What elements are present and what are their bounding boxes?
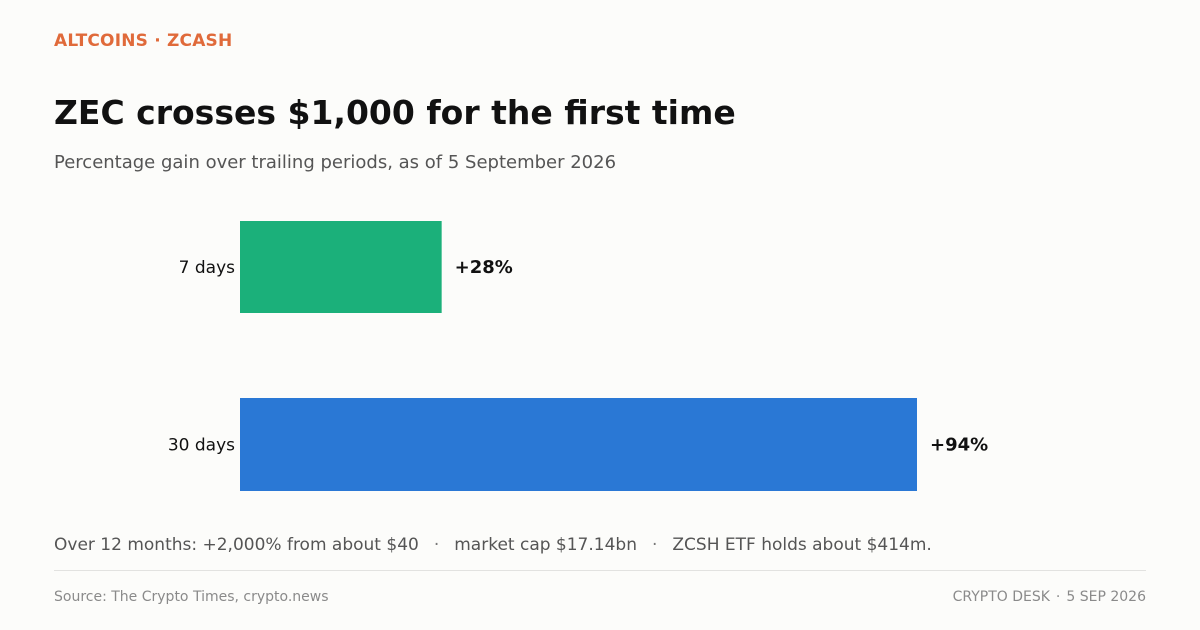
value-label-30-days: +94%	[930, 435, 988, 456]
footer-divider	[54, 570, 1146, 571]
headline: ZEC crosses $1,000 for the first time	[54, 93, 736, 132]
note-market-cap: market cap $17.14bn	[454, 535, 637, 555]
kicker: ALTCOINS · ZCASH	[54, 31, 233, 51]
byline: CRYPTO DESK · 5 SEP 2026	[953, 589, 1146, 605]
subheadline: Percentage gain over trailing periods, a…	[54, 152, 617, 173]
category-label-7-days: 7 days	[179, 258, 235, 278]
note-separator: ·	[433, 535, 440, 555]
value-label-7-days: +28%	[455, 257, 513, 278]
bar-7-days	[240, 221, 442, 313]
byline-separator: ·	[1055, 589, 1061, 605]
desk-name: CRYPTO DESK	[952, 589, 1050, 605]
note-separator: ·	[651, 535, 658, 555]
bar-30-days	[240, 398, 917, 491]
note-twelve-month: Over 12 months: +2,000% from about $40	[54, 535, 419, 555]
category-label-30-days: 30 days	[168, 436, 235, 456]
note-etf-holdings: ZCSH ETF holds about $414m.	[672, 535, 932, 555]
context-note: Over 12 months: +2,000% from about $40 · m…	[54, 535, 932, 555]
publish-date: 5 SEP 2026	[1066, 589, 1146, 605]
source-credit: Source: The Crypto Times, crypto.news	[54, 589, 329, 605]
